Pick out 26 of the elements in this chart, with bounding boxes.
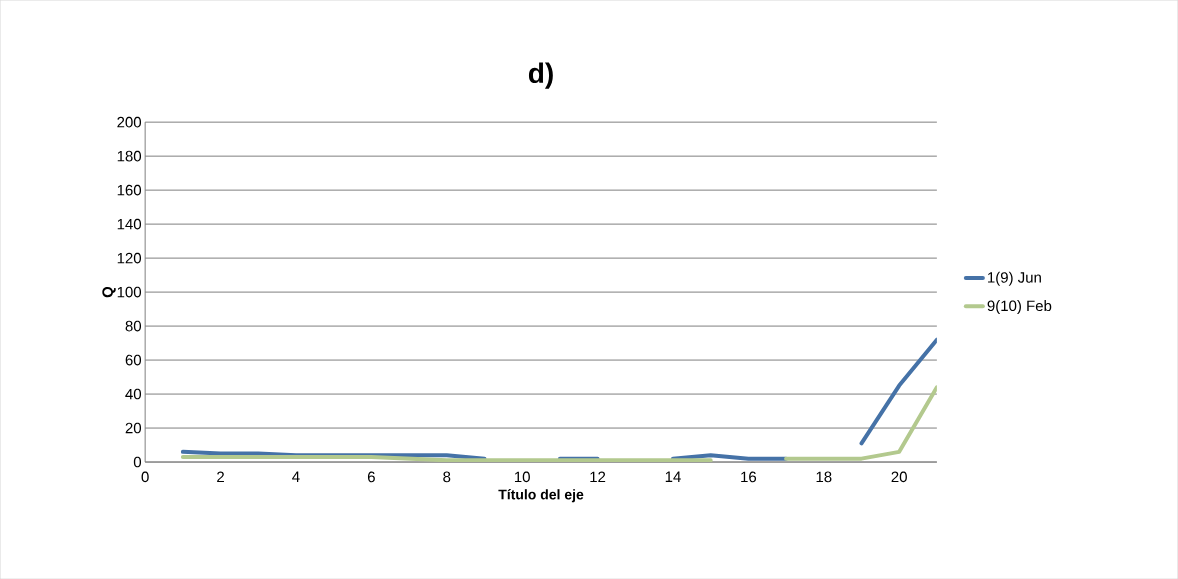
x-tick-label: 14	[665, 471, 681, 482]
y-tick-label: 20	[125, 422, 142, 434]
legend-label: 9(10) Feb	[987, 300, 1052, 314]
x-tick-label: 8	[443, 471, 451, 483]
y-tick-label: 120	[117, 252, 142, 264]
y-tick-label: 180	[117, 150, 142, 162]
legend-label: 1(9) Jun	[988, 271, 1041, 286]
x-tick-label: 18	[816, 471, 832, 483]
y-tick-label: 60	[125, 354, 142, 366]
y-tick-label: 0	[133, 456, 142, 468]
x-tick-label: 16	[741, 471, 757, 483]
y-tick-label: 140	[117, 218, 142, 230]
y-tick-label: 200	[117, 116, 142, 128]
x-tick-label: 12	[590, 471, 606, 482]
y-axis-title: Q	[102, 286, 116, 298]
x-tick-label: 2	[217, 471, 224, 482]
y-tick-label: 100	[117, 286, 142, 298]
y-tick-label: 160	[117, 184, 142, 196]
y-tick-label: 80	[125, 320, 142, 332]
x-axis-title: Título del eje	[498, 488, 584, 503]
chart-title: d)	[528, 62, 553, 89]
x-tick-label: 6	[367, 471, 375, 483]
x-tick-label: 10	[514, 471, 530, 483]
y-tick-label: 40	[125, 388, 142, 400]
x-tick-label: 4	[292, 471, 300, 482]
x-tick-label: 20	[891, 471, 907, 483]
